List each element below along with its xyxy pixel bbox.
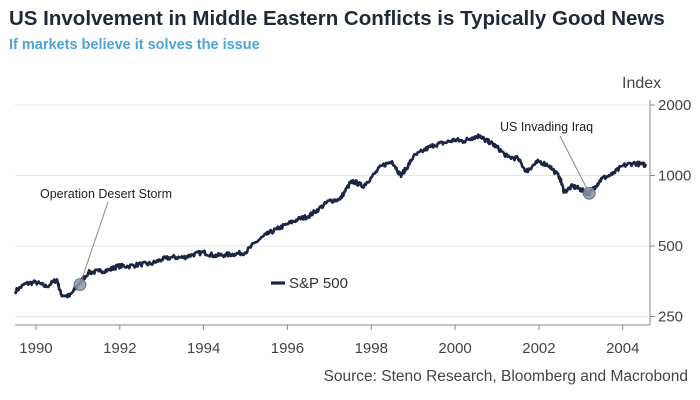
x-tick-label-1994: 1994 (187, 340, 220, 357)
source-note: Source: Steno Research, Bloomberg and Ma… (323, 368, 688, 385)
y-tick-label-500: 500 (658, 238, 683, 255)
annotation-leader-0 (79, 201, 109, 285)
grid-lines (15, 104, 650, 318)
y-tick-label-250: 250 (658, 309, 683, 326)
chart-title: US Involvement in Middle Eastern Conflic… (9, 7, 665, 30)
x-tick-labels: 1990 1992 1994 1996 1998 2000 2002 2004 (19, 325, 639, 357)
y-tick-label-1000: 1000 (658, 167, 691, 184)
chart-subtitle: If markets believe it solves the issue (9, 37, 260, 53)
annotation-marker-0 (73, 278, 87, 292)
x-tick-label-1998: 1998 (355, 340, 388, 357)
series-group (13, 133, 648, 299)
y-tick-label-2000: 2000 (658, 97, 691, 114)
annotation-label-1: US Invading Iraq (500, 120, 593, 134)
legend: S&P 500 (271, 275, 348, 292)
y-axis-label: Index (622, 75, 661, 92)
x-tick-label-2000: 2000 (438, 340, 471, 357)
annotation-label-0: Operation Desert Storm (40, 187, 172, 201)
legend-label-sp500: S&P 500 (289, 275, 348, 292)
annotations-group: Operation Desert Storm US Invading Iraq (40, 120, 596, 292)
x-tick-label-1990: 1990 (19, 340, 52, 357)
y-tick-labels: 250 500 1000 2000 (650, 97, 691, 326)
x-tick-label-2004: 2004 (606, 340, 639, 357)
series-line-sp500 (13, 133, 648, 299)
annotation-leader-1 (559, 135, 590, 194)
annotation-marker-1 (582, 186, 596, 200)
x-tick-label-1992: 1992 (103, 340, 136, 357)
x-tick-label-1996: 1996 (271, 340, 304, 357)
x-tick-label-2002: 2002 (522, 340, 555, 357)
